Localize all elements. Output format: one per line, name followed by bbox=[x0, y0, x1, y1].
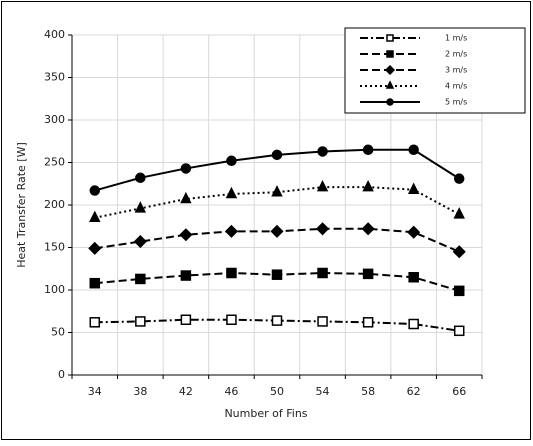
marker bbox=[224, 224, 239, 238]
marker bbox=[407, 225, 421, 239]
marker bbox=[317, 316, 328, 327]
y-axis-title: Heat Transfer Rate [W] bbox=[15, 142, 28, 268]
marker bbox=[362, 144, 374, 155]
marker bbox=[180, 163, 192, 174]
marker bbox=[133, 234, 147, 249]
marker bbox=[317, 267, 328, 279]
marker bbox=[179, 228, 193, 242]
marker bbox=[317, 146, 328, 157]
marker bbox=[408, 318, 419, 330]
x-tick-label: 50 bbox=[270, 385, 284, 398]
marker bbox=[315, 222, 330, 236]
series-line bbox=[94, 186, 460, 219]
marker bbox=[408, 272, 419, 283]
marker bbox=[135, 273, 146, 285]
y-tick-label: 100 bbox=[44, 283, 65, 296]
legend-label: 3 m/s bbox=[445, 66, 467, 75]
marker bbox=[408, 144, 419, 155]
x-axis-title: Number of Fins bbox=[224, 407, 307, 420]
y-tick-label: 150 bbox=[44, 241, 65, 254]
legend-label: 2 m/s bbox=[445, 50, 467, 59]
marker bbox=[385, 80, 395, 89]
marker bbox=[226, 155, 237, 167]
y-tick-label: 300 bbox=[44, 113, 65, 126]
marker bbox=[225, 186, 238, 199]
marker bbox=[407, 182, 420, 194]
marker bbox=[362, 179, 374, 192]
marker bbox=[362, 317, 374, 328]
y-tick-label: 200 bbox=[44, 198, 65, 211]
marker bbox=[271, 185, 283, 197]
marker bbox=[89, 185, 101, 196]
marker bbox=[453, 285, 465, 297]
x-tick-label: 54 bbox=[316, 385, 330, 398]
marker bbox=[362, 268, 374, 280]
marker bbox=[134, 201, 147, 213]
y-tick-label: 400 bbox=[44, 28, 65, 41]
marker bbox=[453, 325, 465, 337]
marker bbox=[270, 224, 284, 238]
marker bbox=[180, 314, 192, 325]
marker bbox=[180, 270, 192, 281]
marker bbox=[271, 315, 283, 326]
x-tick-label: 58 bbox=[361, 385, 375, 398]
marker bbox=[453, 173, 465, 184]
marker bbox=[452, 245, 466, 259]
x-tick-label: 46 bbox=[224, 385, 238, 398]
marker bbox=[88, 241, 102, 255]
marker bbox=[453, 207, 465, 219]
y-tick-label: 0 bbox=[58, 368, 65, 381]
marker bbox=[226, 267, 237, 279]
marker bbox=[386, 34, 394, 42]
x-tick-label: 34 bbox=[88, 385, 102, 398]
marker bbox=[180, 191, 192, 204]
marker bbox=[271, 149, 283, 161]
marker bbox=[89, 210, 101, 222]
marker bbox=[271, 269, 283, 280]
y-tick-label: 350 bbox=[44, 71, 65, 84]
marker bbox=[361, 222, 375, 236]
marker bbox=[135, 316, 146, 327]
legend-label: 5 m/s bbox=[445, 98, 467, 107]
legend-label: 1 m/s bbox=[445, 34, 467, 43]
x-tick-label: 38 bbox=[133, 385, 147, 398]
marker bbox=[135, 172, 146, 184]
y-tick-label: 250 bbox=[44, 156, 65, 169]
legend-label: 4 m/s bbox=[445, 82, 467, 91]
marker bbox=[316, 179, 329, 192]
marker bbox=[384, 64, 396, 76]
marker bbox=[89, 277, 101, 289]
y-tick-label: 50 bbox=[51, 326, 65, 339]
marker bbox=[386, 50, 394, 58]
x-tick-label: 42 bbox=[179, 385, 193, 398]
marker bbox=[226, 314, 237, 325]
x-tick-label: 62 bbox=[407, 385, 421, 398]
marker bbox=[386, 98, 394, 106]
legend: 1 m/s 2 m/s 3 m/s 4 m/s 5 m/s bbox=[344, 27, 526, 114]
marker bbox=[89, 317, 101, 328]
x-tick-label: 66 bbox=[452, 385, 466, 398]
